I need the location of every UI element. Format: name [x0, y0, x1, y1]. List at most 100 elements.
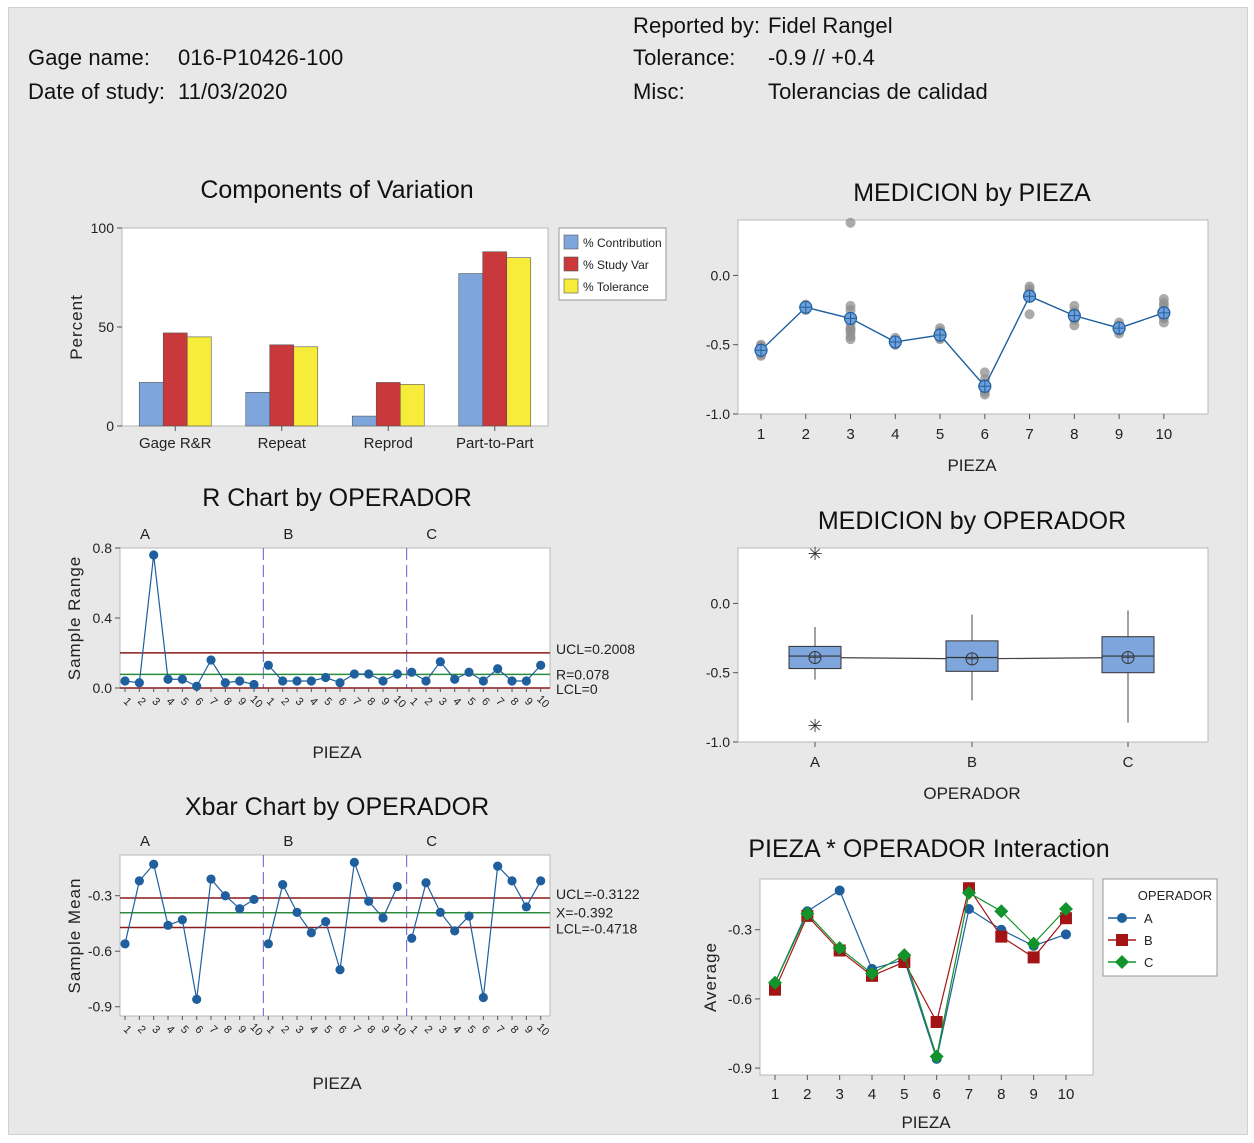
- y-tick-label: 50: [98, 319, 114, 335]
- interaction-series-line: [774, 886, 1067, 1024]
- y-tick-label: 0.4: [93, 610, 113, 626]
- r-chart-limit-label: R=0.078: [556, 666, 610, 682]
- xbar-chart-point: [120, 939, 130, 949]
- xbar-chart-y-axis-label: Sample Mean: [65, 878, 84, 994]
- r-chart-limit-label: LCL=0: [556, 681, 598, 697]
- measurement-point: [979, 367, 990, 378]
- xbar-chart-x-tick-label: 1: [121, 1023, 134, 1036]
- xbar-chart-point: [335, 965, 345, 975]
- component-bar: [458, 273, 484, 427]
- xbar-chart-point: [349, 857, 359, 868]
- interaction-tick-label: 2: [803, 1086, 811, 1103]
- mean-line: [760, 295, 1165, 388]
- r-chart-point: [521, 676, 531, 686]
- component-bar: [293, 346, 319, 427]
- box-mean-cross: [809, 651, 821, 664]
- xbar-chart-point: [364, 896, 374, 906]
- y-tick-label: 0.8: [93, 540, 113, 556]
- xbar-chart-title: Xbar Chart by OPERADOR: [184, 793, 490, 821]
- xbar-chart-point: [249, 894, 259, 905]
- component-bar: [245, 392, 271, 427]
- r-chart-series-line: [267, 664, 398, 684]
- y-tick-label: 0.0: [711, 267, 731, 283]
- interaction-legend-title: OPERADOR: [1138, 888, 1212, 903]
- component-category-label: Reprod: [364, 435, 413, 452]
- r-chart-x-tick-label: 10: [534, 693, 551, 710]
- r-chart-y-axis-label: Sample Range: [65, 556, 84, 680]
- xbar-chart-point: [163, 920, 173, 930]
- r-chart-point: [163, 674, 173, 684]
- operador-tick-label: A: [810, 754, 820, 771]
- box-mean-cross: [1122, 651, 1134, 664]
- r-chart-x-tick-label: 5: [178, 695, 191, 708]
- gage-name-value: 016-P10426-100: [178, 45, 344, 70]
- xbar-chart-limit-label: UCL=-0.3122: [556, 886, 640, 902]
- r-chart-x-tick-label: 7: [493, 695, 506, 708]
- r-chart-point: [177, 674, 187, 684]
- mean-marker-cross: [1157, 306, 1170, 319]
- r-chart-point: [206, 655, 216, 665]
- y-tick-label: -1.0: [706, 406, 730, 422]
- r-chart-point: [450, 674, 460, 684]
- medicion-pieza-plot-area: [737, 219, 1209, 415]
- r-chart-x-tick-label: 6: [192, 695, 205, 708]
- r-chart-point: [306, 676, 316, 686]
- mean-marker-cross: [1023, 290, 1036, 303]
- r-chart-x-tick-label: 8: [221, 695, 234, 708]
- xbar-chart-x-tick-label: 2: [422, 1023, 435, 1036]
- xbar-chart-point: [177, 915, 187, 925]
- pieza-tick-label: 6: [981, 426, 989, 443]
- interaction-tick-label: 9: [1029, 1086, 1037, 1103]
- r-chart-group-label: B: [283, 526, 293, 543]
- xbar-chart-plot-area: [119, 854, 551, 1017]
- y-tick-label: 0.0: [93, 680, 113, 696]
- xbar-chart-x-tick-label: 3: [293, 1023, 306, 1036]
- interaction-legend-label: C: [1144, 955, 1153, 970]
- xbar-chart-x-tick-label: 9: [379, 1023, 392, 1036]
- pieza-tick-label: 8: [1070, 426, 1078, 443]
- xbar-chart-series-line: [411, 864, 542, 998]
- component-category-label: Repeat: [258, 435, 307, 452]
- y-tick-label: 0.0: [711, 595, 731, 611]
- r-chart-x-tick-label: 4: [450, 695, 463, 708]
- y-tick-label: 0: [106, 418, 114, 434]
- series-c-marker: [832, 941, 847, 956]
- components-legend-label: % Study Var: [583, 258, 649, 272]
- xbar-chart-point: [206, 874, 216, 884]
- component-bar: [399, 384, 425, 427]
- interaction-tick-label: 8: [997, 1086, 1005, 1103]
- y-tick-label: -0.3: [88, 888, 112, 904]
- xbar-chart-x-tick-label: 1: [407, 1023, 420, 1036]
- misc-value: Tolerancias de calidad: [768, 79, 988, 104]
- r-chart-point: [220, 678, 230, 688]
- interaction-tick-label: 5: [900, 1086, 908, 1103]
- measurement-point: [845, 324, 856, 335]
- component-bar: [351, 415, 377, 427]
- interaction-x-axis-label: PIEZA: [901, 1113, 951, 1132]
- r-chart-x-axis-label: PIEZA: [312, 743, 362, 762]
- date-of-study-label: Date of study:: [28, 79, 166, 104]
- xbar-chart-point: [220, 891, 230, 901]
- xbar-chart-point: [536, 876, 546, 886]
- reported-by-value: Fidel Rangel: [768, 13, 893, 38]
- r-chart-point: [464, 667, 474, 677]
- r-chart-point: [292, 676, 302, 686]
- xbar-chart-point: [450, 926, 460, 936]
- r-chart-point: [392, 669, 402, 679]
- series-b-marker: [995, 930, 1008, 943]
- mean-marker-cross: [844, 312, 857, 325]
- r-chart-plot-area: [119, 547, 551, 689]
- pieza-tick-label: 9: [1115, 426, 1123, 443]
- xbar-chart-x-tick-label: 4: [164, 1023, 177, 1036]
- xbar-chart-x-tick-label: 4: [307, 1023, 320, 1036]
- r-chart-point: [120, 676, 130, 686]
- r-chart-x-tick-label: 9: [379, 695, 392, 708]
- xbar-chart-series-line: [124, 862, 255, 1000]
- interaction-series-line: [774, 889, 1067, 1062]
- box-mean-cross: [966, 652, 978, 665]
- r-chart-x-tick-label: 2: [135, 695, 148, 708]
- r-chart-x-tick-label: 8: [508, 695, 521, 708]
- r-chart-x-tick-label: 5: [321, 695, 334, 708]
- xbar-chart-limit-label: LCL=-0.4718: [556, 921, 638, 937]
